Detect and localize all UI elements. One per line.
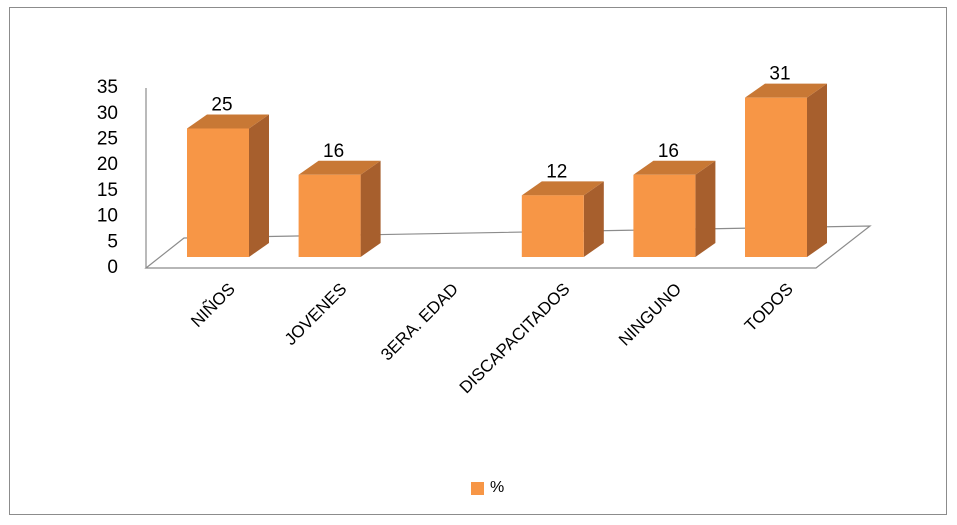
legend: % <box>471 479 504 497</box>
bar-side <box>695 160 716 257</box>
legend-label: % <box>490 479 505 496</box>
data-label: 12 <box>546 161 567 182</box>
bar-side <box>583 181 604 257</box>
data-label: 16 <box>323 141 344 162</box>
y-tick-label: 35 <box>97 77 118 98</box>
bar-top <box>745 83 827 98</box>
bars <box>187 83 827 257</box>
bar-front <box>521 195 584 257</box>
bar <box>745 83 827 257</box>
data-label: 16 <box>658 141 679 162</box>
floor-plane <box>144 225 872 269</box>
y-tick-label: 10 <box>97 206 118 227</box>
bar <box>298 160 381 257</box>
category-label: NIÑOS <box>187 279 239 331</box>
bar <box>521 181 604 257</box>
category-label: 3ERA. EDAD <box>377 279 462 364</box>
y-tick-label: 20 <box>97 154 118 175</box>
bar-side <box>249 114 269 257</box>
category-label: NINGUNO <box>615 279 685 349</box>
y-axis: 0 5 10 15 20 25 30 35 <box>97 77 147 278</box>
legend-swatch <box>471 481 484 495</box>
data-label: 31 <box>769 64 790 85</box>
bar-top <box>521 181 604 196</box>
bar-front <box>745 97 807 257</box>
bar-top <box>298 160 381 175</box>
bar-top <box>187 114 269 129</box>
category-label: JOVENES <box>281 279 351 349</box>
y-tick-label: 30 <box>97 103 118 124</box>
category-label: TODOS <box>741 279 797 335</box>
y-tick-label: 5 <box>107 231 118 252</box>
bar-side <box>360 160 381 257</box>
bar-side <box>807 83 827 257</box>
data-label: 25 <box>211 95 232 116</box>
bar-front <box>633 174 696 257</box>
data-labels: 25 16 12 16 31 <box>211 64 790 183</box>
chart-floor <box>144 225 872 269</box>
category-label: DISCAPACITADOS <box>456 279 574 397</box>
bar-front <box>187 128 249 257</box>
bar <box>187 114 269 257</box>
bar-top <box>633 160 716 175</box>
bar <box>633 160 716 257</box>
y-tick-label: 0 <box>107 257 118 278</box>
y-tick-label: 15 <box>97 180 118 201</box>
bar-front <box>298 174 361 257</box>
y-tick-label: 25 <box>97 129 118 150</box>
